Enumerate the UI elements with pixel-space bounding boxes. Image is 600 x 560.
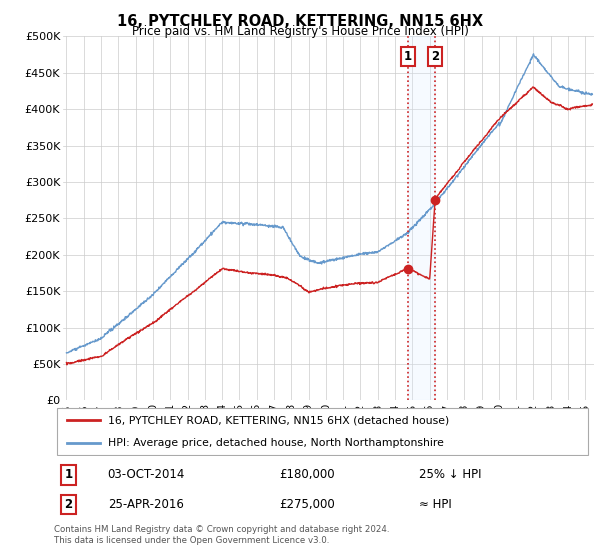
Text: 1: 1	[64, 468, 73, 482]
Text: Price paid vs. HM Land Registry's House Price Index (HPI): Price paid vs. HM Land Registry's House …	[131, 25, 469, 38]
Text: £275,000: £275,000	[280, 498, 335, 511]
Text: £180,000: £180,000	[280, 468, 335, 482]
Text: 16, PYTCHLEY ROAD, KETTERING, NN15 6HX (detached house): 16, PYTCHLEY ROAD, KETTERING, NN15 6HX (…	[108, 416, 449, 426]
Bar	[408, 36, 435, 400]
Text: HPI: Average price, detached house, North Northamptonshire: HPI: Average price, detached house, Nort…	[108, 438, 443, 448]
Text: 2: 2	[431, 49, 439, 63]
Text: 2: 2	[64, 498, 73, 511]
Text: Contains HM Land Registry data © Crown copyright and database right 2024.
This d: Contains HM Land Registry data © Crown c…	[54, 525, 389, 545]
Text: 1: 1	[404, 49, 412, 63]
Text: 16, PYTCHLEY ROAD, KETTERING, NN15 6HX: 16, PYTCHLEY ROAD, KETTERING, NN15 6HX	[117, 14, 483, 29]
FancyBboxPatch shape	[56, 408, 589, 455]
Text: 03-OCT-2014: 03-OCT-2014	[108, 468, 185, 482]
Text: 25-APR-2016: 25-APR-2016	[108, 498, 184, 511]
Text: ≈ HPI: ≈ HPI	[419, 498, 452, 511]
Text: 25% ↓ HPI: 25% ↓ HPI	[419, 468, 482, 482]
